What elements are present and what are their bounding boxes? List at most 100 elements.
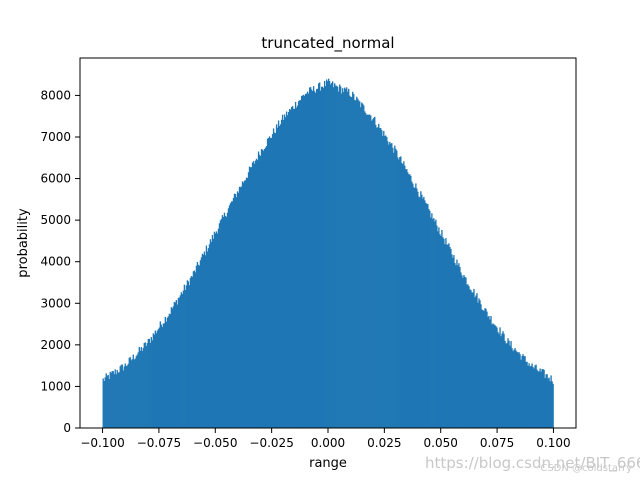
histogram-bar (309, 87, 312, 428)
histogram-bar (508, 340, 510, 428)
histogram-bar (319, 90, 322, 428)
histogram-bar (488, 315, 490, 428)
histogram-bar (154, 330, 156, 428)
histogram-bar (359, 101, 361, 428)
histogram-bar (549, 381, 551, 428)
histogram-bar (439, 234, 441, 428)
histogram-bar (357, 98, 359, 428)
histogram-bar (184, 289, 187, 428)
histogram-bar (328, 78, 330, 428)
histogram-bar (265, 146, 268, 429)
histogram-bar (428, 209, 430, 428)
histogram-bar (114, 369, 116, 428)
histogram-bar (391, 143, 393, 429)
histogram-bar (320, 86, 323, 428)
histogram-bar (207, 248, 210, 428)
histogram-bar (231, 201, 234, 428)
histogram-bar (386, 137, 388, 429)
histogram-bar (298, 100, 301, 428)
histogram-bar (528, 363, 530, 428)
histogram-bar (299, 100, 302, 429)
histogram-bar (332, 81, 334, 428)
histogram-bar (156, 330, 158, 428)
histogram-bar (335, 85, 337, 428)
histogram-bar (550, 375, 552, 428)
histogram-bar (164, 317, 167, 428)
histogram-bar (228, 205, 231, 428)
histogram-bar (546, 374, 548, 428)
histogram-bar (111, 371, 113, 428)
histogram-bar (478, 298, 480, 428)
histogram-bar (237, 192, 240, 428)
histogram-bar (358, 100, 360, 429)
histogram-bar (542, 369, 544, 428)
histogram-bar (355, 100, 357, 428)
histogram-bar (301, 95, 304, 428)
histogram-bar (420, 191, 422, 428)
histogram-bar (507, 338, 509, 428)
histogram-bar (122, 370, 124, 428)
histogram-bar (354, 99, 356, 428)
histogram-bar (535, 364, 537, 428)
histogram-bar (242, 182, 245, 428)
histogram-bar (322, 88, 325, 428)
histogram-bar (238, 186, 241, 428)
histogram-bar (533, 368, 535, 428)
histogram-bar (269, 138, 272, 428)
histogram-bar (138, 347, 140, 428)
histogram-bar (526, 361, 528, 428)
histogram-bar (126, 365, 128, 428)
histogram-bar (512, 351, 514, 428)
histogram-bar (187, 281, 190, 428)
histogram-bar (547, 378, 549, 428)
histogram-bar (109, 371, 111, 428)
histogram-bar (430, 217, 432, 428)
histogram-bar (393, 152, 395, 428)
histogram-bar (419, 197, 421, 428)
histogram-bar (141, 350, 143, 428)
histogram-bar (479, 300, 481, 428)
histogram-bar (315, 89, 318, 428)
histogram-bar (121, 364, 123, 428)
histogram-bar (482, 310, 484, 428)
histogram-bar (192, 271, 195, 428)
x-tick-label: −0.075 (137, 436, 181, 450)
histogram-bar (292, 108, 295, 428)
histogram-bar (433, 218, 435, 428)
histogram-bar (142, 347, 144, 428)
histogram-bar (201, 253, 204, 428)
histogram-bar (223, 212, 226, 428)
y-tick-label: 3000 (40, 296, 71, 310)
histogram-bar (435, 219, 437, 428)
histogram-bar (418, 196, 420, 428)
y-tick-label: 1000 (40, 379, 71, 393)
histogram-bar (281, 114, 284, 429)
histogram-bar (520, 359, 522, 428)
histogram-bar (226, 212, 229, 428)
histogram-bar (284, 117, 287, 428)
histogram-bar (294, 101, 297, 429)
y-tick-label: 0 (63, 421, 71, 435)
histogram-bar (200, 257, 203, 428)
histogram-bar (193, 270, 196, 428)
histogram-bar (457, 265, 459, 428)
histogram-bar (548, 377, 550, 428)
x-tick-label: 0.000 (311, 436, 345, 450)
histogram-bar (120, 364, 122, 428)
histogram-bar (425, 202, 427, 428)
histogram-bar (147, 338, 149, 428)
histogram-bar (124, 363, 126, 428)
histogram-bar (449, 246, 451, 428)
histogram-bar (434, 221, 436, 428)
histogram-bar (275, 124, 278, 429)
histogram-bar (266, 138, 269, 428)
histogram-bar (410, 175, 412, 428)
histogram-bar (326, 79, 328, 428)
histogram-bar (206, 251, 209, 428)
histogram-bar (230, 201, 233, 428)
x-tick-label: −0.100 (80, 436, 124, 450)
histogram-bar (382, 135, 384, 428)
y-tick-label: 7000 (40, 130, 71, 144)
histogram-bar (489, 319, 491, 428)
histogram-bar (244, 180, 247, 428)
